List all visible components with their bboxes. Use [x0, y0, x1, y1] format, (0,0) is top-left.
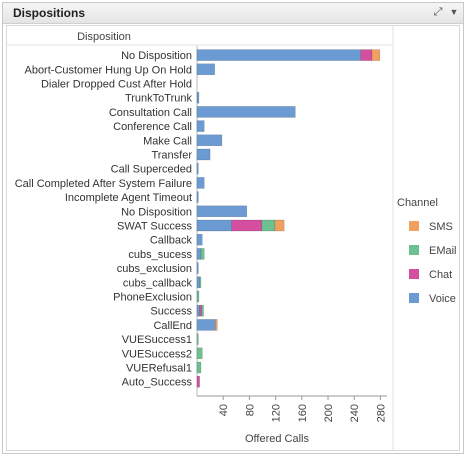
bar-segment-voice	[196, 91, 200, 104]
x-tick-label: 80	[244, 404, 256, 416]
x-tick-label: 160	[297, 404, 309, 422]
bar-segment-sms	[274, 219, 285, 232]
bar-segment-voice	[196, 49, 362, 61]
bar-segment-email	[201, 304, 204, 317]
category-label: Call Superceded	[111, 164, 192, 176]
chart-container: Disposition 40 80 120 160 200 240 280 Offered Ca…	[6, 25, 460, 451]
x-tick-label: 280	[375, 404, 387, 422]
legend-swatch-voice	[409, 293, 419, 303]
bar-segment-voice	[196, 262, 199, 274]
category-label: cubs_callback	[123, 277, 193, 289]
category-label: VUERefusal1	[126, 363, 192, 375]
bar-segment-email	[200, 248, 205, 260]
dispositions-panel: Dispositions ⤢ ▼ Disposition 40 80 120 160 20…	[2, 2, 464, 454]
legend-label-sms: SMS	[429, 221, 453, 233]
bar-segment-chat	[231, 219, 263, 232]
bar-segment-email	[196, 347, 203, 360]
x-tick-label: 40	[218, 404, 230, 416]
bar-segment-sms	[215, 319, 218, 331]
bar-segment-voice	[196, 248, 202, 260]
category-axis-header: Disposition	[77, 31, 131, 43]
category-label: Incomplete Agent Timeout	[65, 192, 192, 204]
legend-title: Channel	[397, 197, 438, 209]
panel-header: Dispositions ⤢ ▼	[3, 3, 463, 24]
bar-segment-voice	[196, 191, 199, 203]
bar-segment-email	[261, 219, 276, 232]
bar-segment-voice	[196, 233, 203, 246]
chevron-down-icon[interactable]: ▼	[449, 7, 459, 17]
legend-label-chat: Chat	[429, 269, 452, 281]
x-tick-label: 240	[349, 404, 361, 422]
panel-title: Dispositions	[13, 6, 86, 20]
category-label: VUESuccess2	[122, 348, 192, 360]
bar-segment-voice	[196, 63, 215, 76]
category-label: No Disposition	[121, 206, 192, 218]
bar-segment-voice	[196, 148, 211, 161]
bar-segment-voice	[196, 205, 248, 218]
bar-segment-email	[196, 361, 202, 374]
bar-segment-chat	[360, 49, 373, 61]
category-label: Abort-Customer Hung Up On Hold	[24, 64, 192, 76]
category-label: Transfer	[151, 150, 192, 162]
category-label: Callback	[150, 235, 193, 247]
bar-segment-voice	[196, 162, 199, 175]
bar-segment-email	[199, 276, 202, 289]
category-label: Success	[150, 306, 192, 318]
category-label: Dialer Dropped Cust After Hold	[41, 79, 192, 91]
bar-segment-sms	[371, 49, 381, 61]
x-axis-title: Offered Calls	[245, 433, 309, 445]
bar-segment-voice	[196, 177, 205, 189]
bar-segment-voice	[196, 120, 205, 132]
category-label: SWAT Success	[117, 221, 192, 233]
bar-segment-email	[196, 333, 199, 345]
category-label: cubs_sucess	[128, 249, 192, 261]
x-tick-label: 200	[323, 404, 335, 422]
bar-segment-voice	[196, 106, 296, 118]
legend-swatch-sms	[409, 221, 419, 231]
bar-segment-chat	[196, 375, 200, 388]
bar-segment-voice	[196, 276, 200, 289]
category-label: TrunkToTrunk	[125, 93, 193, 105]
dispositions-chart: Disposition 40 80 120 160 200 240 280 Offered Ca…	[7, 26, 457, 450]
category-label: Conference Call	[113, 121, 192, 133]
category-label: Call Completed After System Failure	[15, 178, 192, 190]
category-label: VUESuccess1	[122, 334, 192, 346]
bar-segment-voice	[196, 134, 223, 147]
category-label: cubs_exclusion	[117, 263, 192, 275]
category-label: PhoneExclusion	[113, 292, 192, 304]
legend-label-email: EMail	[429, 245, 457, 257]
bar-segment-voice	[196, 304, 200, 317]
category-label: No Disposition	[121, 50, 192, 62]
legend-swatch-email	[409, 245, 419, 255]
category-label: CallEnd	[153, 320, 192, 332]
legend-label-voice: Voice	[429, 293, 456, 305]
x-tick-label: 120	[271, 404, 283, 422]
expand-icon[interactable]: ⤢	[433, 6, 443, 18]
legend-swatch-chat	[409, 269, 419, 279]
bar-segment-voice	[196, 319, 216, 331]
category-label: Auto_Success	[122, 377, 193, 389]
category-label: Make Call	[143, 135, 192, 147]
bar-segment-email	[196, 290, 200, 303]
bar-segment-chat	[199, 304, 202, 317]
bar-segment-voice	[196, 219, 232, 232]
category-label: Consultation Call	[109, 107, 192, 119]
